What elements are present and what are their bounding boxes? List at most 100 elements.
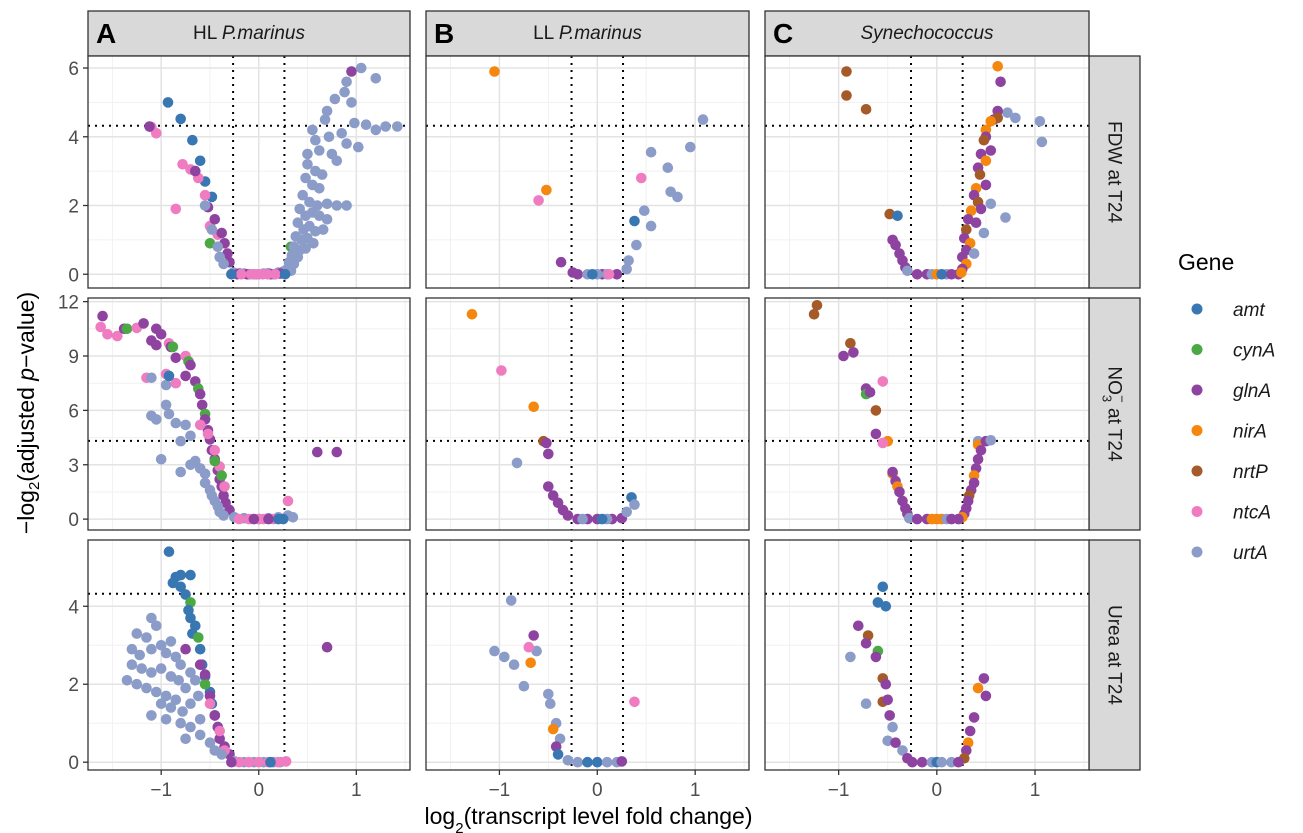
legend-swatch-urtA xyxy=(1191,546,1203,558)
data-point-glnA xyxy=(543,448,554,460)
data-point-urtA xyxy=(300,172,311,184)
data-point-nirA xyxy=(985,116,997,127)
column-strip xyxy=(425,10,750,57)
data-point-ntcA xyxy=(199,189,211,201)
data-point-amt xyxy=(582,756,593,768)
data-point-ntcA xyxy=(112,330,123,342)
legend-swatch-glnA xyxy=(1191,384,1203,396)
data-point-glnA xyxy=(199,669,211,680)
data-point-nirA xyxy=(968,470,980,481)
legend-label-cynA: cynA xyxy=(1233,341,1275,362)
data-point-amt xyxy=(936,269,947,280)
data-point-urtA xyxy=(204,737,216,748)
data-point-urtA xyxy=(126,643,138,655)
data-point-urtA xyxy=(155,640,167,651)
data-point-urtA xyxy=(353,141,364,153)
data-point-glnA xyxy=(572,269,583,280)
panel-letter: A xyxy=(96,18,116,49)
data-point-urtA xyxy=(151,414,162,425)
y-tick-label: 6 xyxy=(68,401,79,422)
data-point-urtA xyxy=(882,735,893,747)
x-tick-label: 1 xyxy=(351,780,362,801)
data-point-urtA xyxy=(314,145,325,156)
data-point-urtA xyxy=(904,512,915,524)
data-point-urtA xyxy=(1002,107,1013,118)
data-point-ntcA xyxy=(270,269,281,280)
data-point-glnA xyxy=(975,203,987,215)
data-point-glnA xyxy=(204,690,216,702)
data-point-urtA xyxy=(170,651,182,663)
y-tick-label: 0 xyxy=(68,510,79,531)
y-tick-label: 9 xyxy=(68,347,79,368)
data-point-urtA xyxy=(141,632,152,643)
data-point-glnA xyxy=(321,641,333,653)
data-point-urtA xyxy=(146,643,157,655)
data-point-urtA xyxy=(151,620,162,632)
data-point-urtA xyxy=(141,682,152,694)
data-point-urtA xyxy=(199,200,211,211)
data-point-ntcA xyxy=(214,725,225,737)
data-point-glnA xyxy=(214,733,225,745)
y-tick-label: 2 xyxy=(68,197,79,218)
data-point-urtA xyxy=(194,729,206,741)
data-point-urtA xyxy=(121,675,133,686)
data-point-urtA xyxy=(1000,212,1011,223)
y-tick-label: 0 xyxy=(68,753,79,774)
data-point-glnA xyxy=(528,630,539,641)
data-point-urtA xyxy=(370,124,382,136)
legend-swatch-ntcA xyxy=(1191,506,1203,517)
panel-background xyxy=(765,298,1089,530)
x-axis-title: log2(transcript level fold change) xyxy=(425,803,753,833)
data-point-urtA xyxy=(887,721,898,733)
data-point-glnA xyxy=(248,513,260,525)
data-point-urtA xyxy=(170,694,182,706)
data-point-nirA xyxy=(980,155,992,167)
data-point-urtA xyxy=(1010,112,1021,124)
data-point-nrtP xyxy=(860,104,872,115)
data-point-glnA xyxy=(916,756,928,768)
data-point-glnA xyxy=(890,239,901,251)
data-point-urtA xyxy=(173,675,184,686)
row-strip xyxy=(1088,297,1141,531)
data-point-urtA xyxy=(845,651,856,663)
data-point-ntcA xyxy=(209,445,221,456)
data-point-urtA xyxy=(160,647,172,659)
data-point-ntcA xyxy=(629,696,640,708)
data-point-glnA xyxy=(838,350,849,362)
data-point-amt xyxy=(872,597,884,608)
data-point-urtA xyxy=(505,595,517,606)
data-point-ntcA xyxy=(102,329,113,340)
data-point-urtA xyxy=(341,200,352,211)
data-point-urtA xyxy=(216,749,227,760)
data-point-glnA xyxy=(887,466,898,478)
data-point-amt xyxy=(175,569,186,581)
data-point-glnA xyxy=(870,428,882,440)
data-point-glnA xyxy=(970,217,982,228)
data-point-glnA xyxy=(884,710,895,721)
legend-label-nrtP: nrtP xyxy=(1233,462,1268,483)
data-point-ntcA xyxy=(243,756,255,768)
data-point-urtA xyxy=(321,198,333,210)
data-point-urtA xyxy=(194,714,206,725)
data-point-urtA xyxy=(199,468,211,480)
data-point-amt xyxy=(194,643,206,655)
data-point-urtA xyxy=(545,698,556,709)
data-point-urtA xyxy=(697,114,709,125)
data-point-urtA xyxy=(672,191,683,203)
data-point-urtA xyxy=(308,238,319,249)
data-point-urtA xyxy=(339,86,350,98)
data-point-urtA xyxy=(151,686,162,698)
data-point-urtA xyxy=(329,93,341,105)
data-point-urtA xyxy=(175,717,186,729)
panel-letter: B xyxy=(434,18,454,49)
data-point-ntcA xyxy=(233,756,245,768)
data-point-urtA xyxy=(175,435,186,447)
data-point-urtA xyxy=(193,690,204,702)
data-point-cynA xyxy=(193,632,204,643)
data-point-amt xyxy=(162,97,174,108)
data-point-urtA xyxy=(218,510,229,521)
data-point-nirA xyxy=(547,723,559,735)
data-point-glnA xyxy=(541,437,552,449)
data-point-glnA xyxy=(170,352,182,364)
